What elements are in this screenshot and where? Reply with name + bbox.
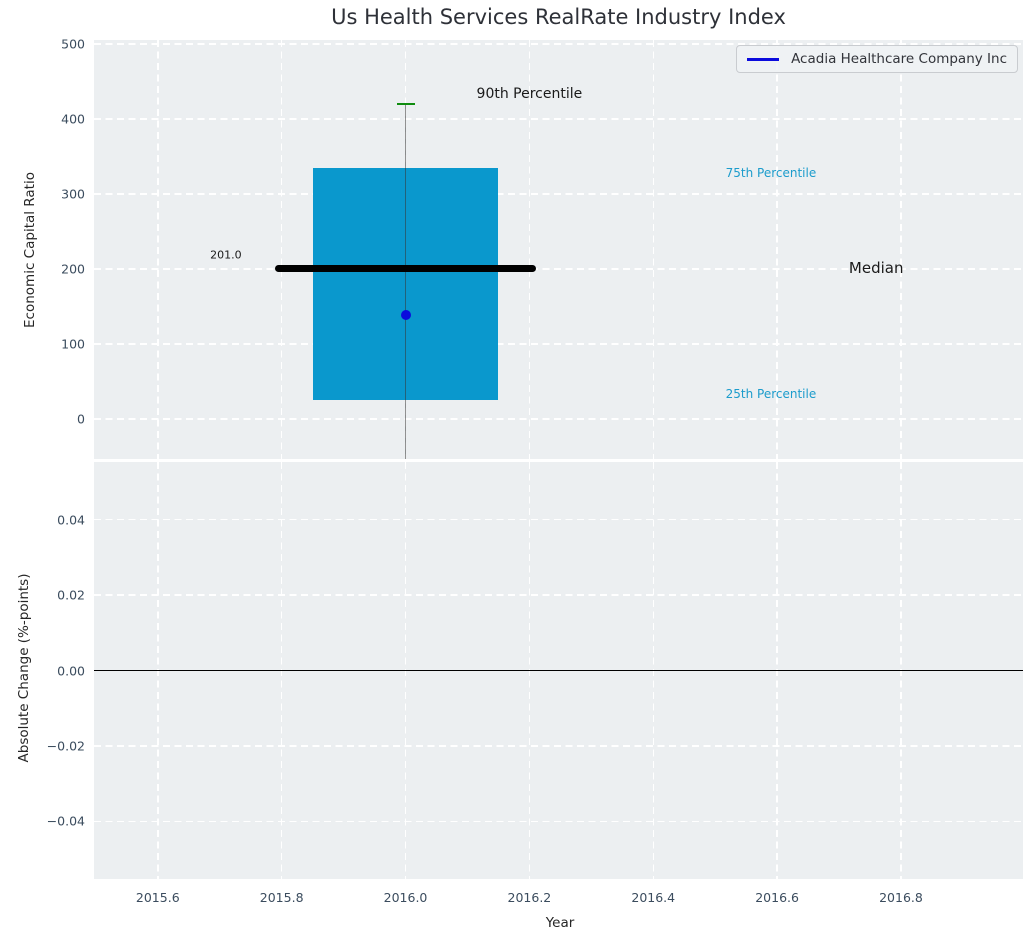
x-tick-label: 2016.8 [879, 890, 923, 905]
y-axis-label-bottom: Absolute Change (%-points) [16, 573, 32, 763]
x-tick-label: 2016.2 [507, 890, 552, 905]
legend: Acadia Healthcare Company Inc [736, 45, 1018, 73]
annotation-201-0: 201.0 [210, 248, 242, 262]
gridline-horizontal [94, 745, 1023, 747]
y-tick-label: 0.00 [57, 663, 85, 678]
x-tick-label: 2016.4 [631, 890, 676, 905]
gridline-horizontal [94, 193, 1023, 195]
x-tick-label: 2016.6 [755, 890, 799, 905]
y-tick-label: 300 [61, 186, 85, 202]
median-line [275, 264, 536, 272]
annotation-median: Median [848, 259, 904, 278]
y-axis-label-top: Economic Capital Ratio [22, 172, 38, 328]
axes-bottom-absolute-change: 0.04 0.02 0.00 −0.02 −0.04 2015.6 2015.8 2016.0… [47, 462, 1023, 905]
gridline-horizontal [94, 594, 1023, 596]
x-tick-label: 2015.8 [259, 890, 304, 905]
annotation-90th-percentile: 90th Percentile [476, 86, 583, 103]
gridline-horizontal [94, 418, 1023, 420]
axes-top-plot-area [94, 40, 1023, 459]
y-tick-label: 200 [61, 261, 85, 277]
y-tick-label: −0.02 [46, 738, 85, 754]
whisker-line [404, 103, 407, 459]
y-tick-label: 500 [61, 36, 85, 52]
gridline-horizontal [94, 43, 1023, 45]
gridline-vertical [776, 40, 778, 459]
gridline-horizontal [94, 820, 1023, 823]
x-tick-label: 2016.0 [383, 890, 428, 905]
legend-line-sample [747, 57, 780, 61]
axes-top-economic-capital-ratio: Acadia Healthcare Company Inc 500 400 300 2… [61, 36, 1023, 459]
gridline-vertical [652, 40, 654, 459]
legend-label: Acadia Healthcare Company Inc [791, 51, 1007, 67]
gridline-horizontal [94, 118, 1023, 120]
gridline-horizontal [94, 343, 1023, 345]
y-tick-label: 0.04 [57, 512, 85, 528]
annotation-75th-percentile: 75th Percentile [725, 165, 817, 180]
annotation-25th-percentile: 25th Percentile [725, 386, 817, 401]
x-axis-label: Year [545, 915, 575, 931]
gridline-horizontal [94, 518, 1023, 521]
data-point-acadia-healthcare [400, 309, 411, 320]
whisker-cap-90th-percentile [396, 102, 415, 106]
gridline-vertical [900, 40, 902, 459]
gridline-horizontal [94, 268, 1023, 270]
chart-title: Us Health Services RealRate Industry Ind… [331, 5, 786, 29]
x-tick-label: 2015.6 [135, 890, 180, 905]
axes-bottom-plot-area [94, 462, 1023, 879]
y-tick-label: 0.02 [57, 587, 85, 603]
y-tick-label: 0 [77, 411, 85, 427]
zero-line [94, 669, 1023, 672]
gridline-vertical [157, 40, 159, 459]
y-tick-label: 400 [61, 111, 85, 127]
gridline-vertical [528, 40, 531, 459]
gridline-vertical [280, 40, 283, 459]
y-tick-label: −0.04 [46, 813, 85, 829]
y-tick-label: 100 [61, 336, 85, 352]
